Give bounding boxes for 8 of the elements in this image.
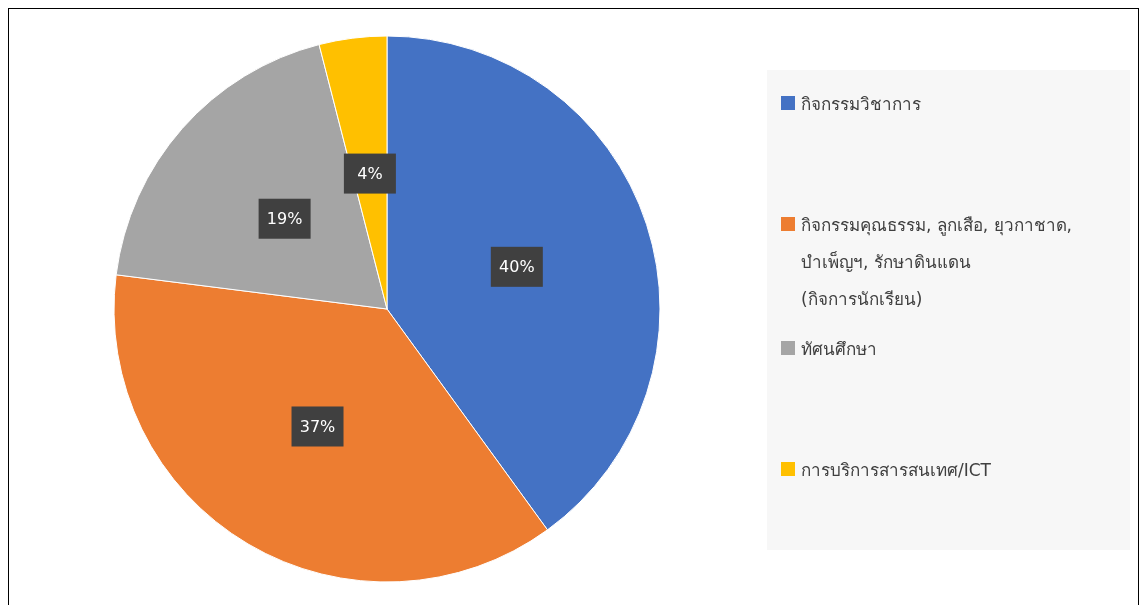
legend-label: การบริการสารสนเทศ/ICT: [801, 459, 992, 480]
data-label: 37%: [299, 416, 336, 436]
legend-label: กิจกรรมคุณธรรม, ลูกเสือ, ยุวกาชาด, บำเพ็ญฯ, รักษาดินแดน (กิจการนักเรียน): [801, 214, 1073, 309]
data-label: 4%: [357, 164, 383, 184]
legend-label: ทัศนศึกษา: [801, 338, 877, 359]
data-label: 40%: [499, 257, 535, 277]
data-label: 19%: [266, 209, 303, 229]
legend-label: กิจกรรมวิชาการ: [801, 93, 921, 114]
